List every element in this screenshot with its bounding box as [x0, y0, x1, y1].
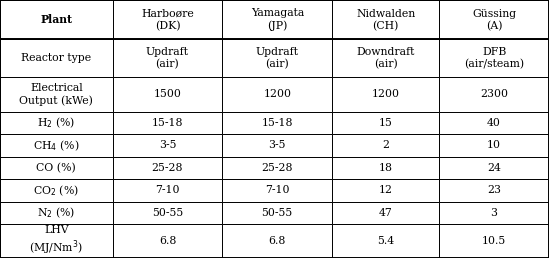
Bar: [113, 112, 222, 134]
Bar: [439, 179, 549, 202]
Text: 3-5: 3-5: [159, 140, 176, 150]
Bar: [0, 134, 113, 157]
Text: H$_2$ (%): H$_2$ (%): [37, 116, 75, 130]
Text: 50-55: 50-55: [152, 208, 183, 218]
Bar: [222, 224, 332, 258]
Text: Harboøre
(DK): Harboøre (DK): [141, 9, 194, 31]
Bar: [113, 0, 222, 39]
Bar: [439, 112, 549, 134]
Text: Güssing
(A): Güssing (A): [472, 9, 516, 31]
Bar: [113, 39, 222, 77]
Bar: [439, 134, 549, 157]
Text: 47: 47: [379, 208, 393, 218]
Text: Downdraft
(air): Downdraft (air): [356, 47, 415, 69]
Text: 1500: 1500: [154, 89, 181, 99]
Text: 5.4: 5.4: [377, 236, 394, 246]
Text: 23: 23: [487, 186, 501, 196]
Bar: [332, 39, 439, 77]
Text: Plant: Plant: [40, 14, 72, 25]
Bar: [332, 77, 439, 112]
Text: 10.5: 10.5: [482, 236, 506, 246]
Text: Reactor type: Reactor type: [21, 53, 91, 63]
Bar: [0, 39, 113, 77]
Bar: [222, 179, 332, 202]
Text: 10: 10: [487, 140, 501, 150]
Bar: [113, 179, 222, 202]
Bar: [439, 202, 549, 224]
Text: 15-18: 15-18: [152, 118, 183, 128]
Bar: [332, 224, 439, 258]
Text: 2: 2: [382, 140, 389, 150]
Text: 7-10: 7-10: [265, 186, 289, 196]
Text: DFB
(air/steam): DFB (air/steam): [464, 47, 524, 69]
Text: 50-55: 50-55: [262, 208, 293, 218]
Bar: [439, 0, 549, 39]
Text: 1200: 1200: [372, 89, 400, 99]
Text: 12: 12: [379, 186, 393, 196]
Bar: [0, 224, 113, 258]
Bar: [439, 224, 549, 258]
Bar: [0, 112, 113, 134]
Bar: [0, 0, 113, 39]
Text: Yamagata
(JP): Yamagata (JP): [251, 8, 304, 31]
Bar: [0, 202, 113, 224]
Bar: [222, 202, 332, 224]
Text: Nidwalden
(CH): Nidwalden (CH): [356, 9, 415, 31]
Bar: [439, 77, 549, 112]
Text: 3-5: 3-5: [268, 140, 286, 150]
Text: 15-18: 15-18: [261, 118, 293, 128]
Bar: [439, 157, 549, 179]
Text: 24: 24: [487, 163, 501, 173]
Text: 18: 18: [379, 163, 393, 173]
Text: 3: 3: [491, 208, 497, 218]
Bar: [113, 157, 222, 179]
Bar: [222, 77, 332, 112]
Text: 25-28: 25-28: [152, 163, 183, 173]
Text: LHV
(MJ/Nm$^3$): LHV (MJ/Nm$^3$): [29, 225, 83, 257]
Bar: [222, 112, 332, 134]
Text: Electrical
Output (kWe): Electrical Output (kWe): [19, 83, 93, 106]
Bar: [0, 157, 113, 179]
Bar: [332, 134, 439, 157]
Bar: [332, 157, 439, 179]
Text: 6.8: 6.8: [268, 236, 286, 246]
Text: 2300: 2300: [480, 89, 508, 99]
Bar: [222, 0, 332, 39]
Bar: [222, 157, 332, 179]
Bar: [332, 202, 439, 224]
Bar: [222, 134, 332, 157]
Text: 40: 40: [487, 118, 501, 128]
Text: CO (%): CO (%): [36, 163, 76, 173]
Text: Updraft
(air): Updraft (air): [146, 47, 189, 69]
Text: CO$_2$ (%): CO$_2$ (%): [33, 183, 79, 198]
Text: Updraft
(air): Updraft (air): [256, 47, 299, 69]
Bar: [439, 39, 549, 77]
Text: 15: 15: [379, 118, 393, 128]
Text: CH$_4$ (%): CH$_4$ (%): [33, 138, 80, 153]
Bar: [113, 202, 222, 224]
Text: 25-28: 25-28: [261, 163, 293, 173]
Bar: [113, 134, 222, 157]
Text: N$_2$ (%): N$_2$ (%): [37, 206, 75, 220]
Text: 1200: 1200: [263, 89, 292, 99]
Text: 7-10: 7-10: [155, 186, 180, 196]
Bar: [0, 179, 113, 202]
Bar: [113, 77, 222, 112]
Bar: [332, 0, 439, 39]
Text: 6.8: 6.8: [159, 236, 176, 246]
Bar: [0, 77, 113, 112]
Bar: [222, 39, 332, 77]
Bar: [332, 112, 439, 134]
Bar: [113, 224, 222, 258]
Bar: [332, 179, 439, 202]
